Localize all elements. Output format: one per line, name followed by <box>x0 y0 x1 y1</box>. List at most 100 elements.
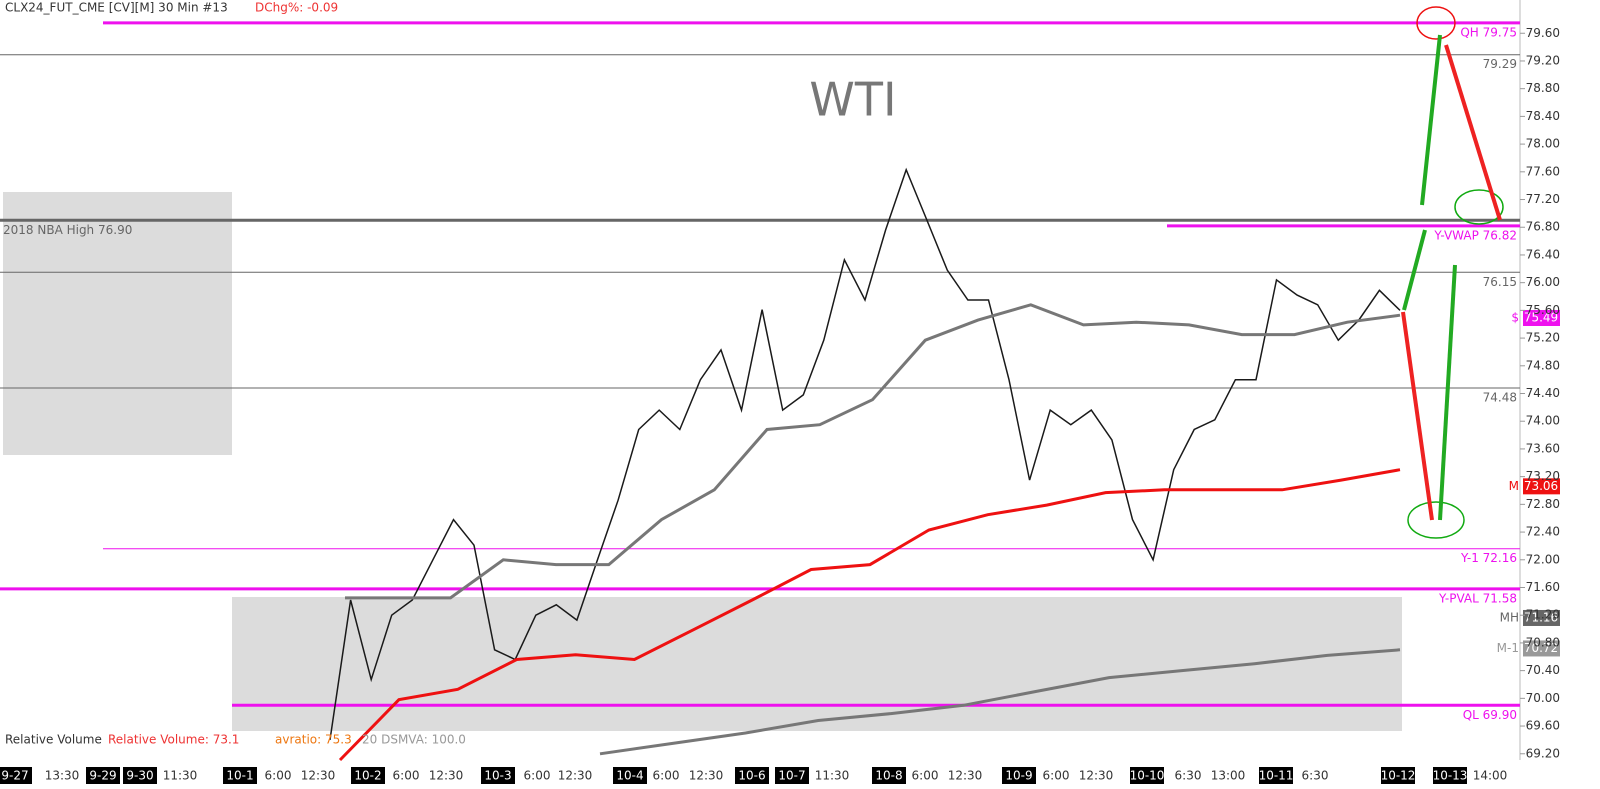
volume-label: Relative Volume: 73.1 <box>108 733 239 747</box>
volume-label: avratio: 75.3 <box>275 733 352 747</box>
price-badge <box>1523 609 1560 626</box>
y-tick-label: 70.40 <box>1526 663 1560 677</box>
badge-value: 73.06 <box>1524 479 1558 493</box>
badge-tag: $ <box>1511 310 1519 324</box>
x-label-box <box>86 767 120 784</box>
y-tick-label: 75.60 <box>1526 303 1560 317</box>
x-label-box <box>1002 767 1036 784</box>
shaded-zone <box>3 192 232 455</box>
circle <box>1454 189 1504 225</box>
x-tick-label: 6:00 <box>393 769 420 783</box>
x-tick-label: 10-4 <box>616 769 643 783</box>
x-label-box <box>223 767 257 784</box>
level-label: 74.48 <box>1483 390 1517 404</box>
x-tick-label: 12:30 <box>558 769 593 783</box>
level-label: 76.15 <box>1483 275 1517 289</box>
circle <box>1407 501 1465 539</box>
badge-tag: M-1 <box>1497 641 1519 655</box>
x-tick-label: 10-8 <box>875 769 902 783</box>
chart-title: CLX24_FUT_CME [CV][M] 30 Min #13 <box>5 1 228 15</box>
x-tick-label: 10-1 <box>226 769 253 783</box>
y-tick-label: 77.60 <box>1526 164 1560 178</box>
x-label-box <box>1259 767 1293 784</box>
level-label: 2018 NBA High 76.90 <box>3 223 132 237</box>
y-tick-label: 71.20 <box>1526 608 1560 622</box>
x-label-box <box>351 767 385 784</box>
level-label: 79.29 <box>1483 57 1517 71</box>
arrow <box>1402 229 1427 311</box>
change-label: DChg%: -0.09 <box>255 1 338 15</box>
level-label: QL 69.90 <box>1463 708 1517 722</box>
series-line <box>338 468 1401 762</box>
price-badge <box>1523 309 1560 326</box>
watermark: WTI <box>809 73 896 127</box>
badge-tag: M <box>1509 479 1519 493</box>
y-tick-label: 78.00 <box>1526 137 1560 151</box>
level-label: Y-1 72.16 <box>1460 551 1517 565</box>
x-tick-label: 10-3 <box>484 769 511 783</box>
arrow <box>1401 311 1434 521</box>
annotations <box>1401 6 1504 539</box>
y-tick-label: 74.40 <box>1526 386 1560 400</box>
x-tick-label: 6:30 <box>1175 769 1202 783</box>
y-tick-label: 78.40 <box>1526 109 1560 123</box>
x-tick-label: 12:30 <box>301 769 336 783</box>
y-tick-label: 77.20 <box>1526 192 1560 206</box>
x-label-box <box>123 767 157 784</box>
x-tick-label: 6:00 <box>912 769 939 783</box>
y-tick-label: 76.00 <box>1526 275 1560 289</box>
x-tick-label: 13:00 <box>1211 769 1246 783</box>
x-label-box <box>872 767 906 784</box>
marks: QH 79.75 79.29 2018 NBA High 76.90 Y-VWAP 7… <box>0 21 1560 762</box>
series-line <box>599 648 1401 756</box>
x-tick-label: 14:00 <box>1473 769 1508 783</box>
badge-tag: MH <box>1500 610 1519 624</box>
x-label-box <box>1130 767 1164 784</box>
y-tick-label: 74.80 <box>1526 358 1560 372</box>
price-badge <box>1523 640 1560 657</box>
x-tick-label: 10-13 <box>1433 769 1468 783</box>
arrow <box>1444 44 1502 221</box>
y-tick-label: 72.40 <box>1526 525 1560 539</box>
y-tick-label: 73.20 <box>1526 469 1560 483</box>
arrow <box>1438 264 1457 521</box>
volume-label: 20 DSMVA: 100.0 <box>362 733 466 747</box>
x-tick-label: 12:30 <box>948 769 983 783</box>
x-tick-label: 12:30 <box>1079 769 1114 783</box>
series-line <box>329 167 1401 741</box>
y-tick-label: 72.80 <box>1526 497 1560 511</box>
price-badge <box>1523 478 1560 495</box>
series-line <box>345 303 1401 600</box>
x-tick-label: 9-29 <box>89 769 116 783</box>
y-tick-label: 78.80 <box>1526 81 1560 95</box>
x-tick-label: 10-6 <box>738 769 765 783</box>
y-tick-label: 70.00 <box>1526 691 1560 705</box>
level-label: Y-VWAP 76.82 <box>1433 228 1517 242</box>
x-tick-label: 12:30 <box>689 769 724 783</box>
x-tick-label: 12:30 <box>429 769 464 783</box>
x-tick-label: 6:00 <box>265 769 292 783</box>
x-tick-label: 10-9 <box>1005 769 1032 783</box>
x-label-box <box>1381 767 1415 784</box>
x-label-box <box>0 767 32 784</box>
x-tick-label: 9-27 <box>1 769 28 783</box>
y-tick-label: 70.80 <box>1526 635 1560 649</box>
x-tick-label: 10-10 <box>1130 769 1165 783</box>
y-tick-label: 76.80 <box>1526 220 1560 234</box>
arrow <box>1420 34 1442 206</box>
x-label-box <box>775 767 809 784</box>
x-tick-label: 6:00 <box>524 769 551 783</box>
x-tick-label: 10-7 <box>778 769 805 783</box>
volume-label: Relative Volume <box>5 733 102 747</box>
x-tick-label: 6:00 <box>1043 769 1070 783</box>
badge-value: 70.72 <box>1524 641 1558 655</box>
x-tick-label: 6:30 <box>1302 769 1329 783</box>
y-tick-label: 69.20 <box>1526 746 1560 760</box>
y-tick-label: 74.00 <box>1526 414 1560 428</box>
x-tick-label: 11:30 <box>815 769 850 783</box>
y-tick-label: 72.00 <box>1526 552 1560 566</box>
y-tick-label: 73.60 <box>1526 441 1560 455</box>
x-label-box <box>613 767 647 784</box>
x-tick-label: 6:00 <box>653 769 680 783</box>
